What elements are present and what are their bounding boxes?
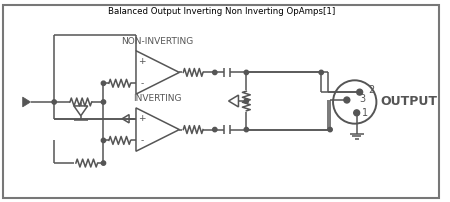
Circle shape bbox=[213, 127, 217, 132]
Text: 1: 1 bbox=[362, 108, 368, 118]
Circle shape bbox=[244, 99, 248, 103]
Circle shape bbox=[319, 70, 324, 75]
Text: OUTPUT: OUTPUT bbox=[380, 96, 437, 108]
Circle shape bbox=[101, 161, 106, 165]
Circle shape bbox=[354, 110, 360, 116]
Circle shape bbox=[52, 100, 56, 104]
Text: +: + bbox=[138, 114, 146, 123]
Circle shape bbox=[357, 89, 363, 95]
Circle shape bbox=[101, 138, 106, 143]
Text: 2: 2 bbox=[369, 85, 375, 95]
FancyBboxPatch shape bbox=[3, 5, 440, 198]
Circle shape bbox=[244, 70, 248, 75]
Circle shape bbox=[344, 97, 350, 103]
Circle shape bbox=[101, 81, 106, 85]
Text: 3: 3 bbox=[360, 94, 366, 104]
Text: -: - bbox=[140, 136, 144, 145]
Text: -: - bbox=[140, 79, 144, 88]
Circle shape bbox=[328, 127, 332, 132]
Polygon shape bbox=[22, 97, 31, 107]
Text: NON-INVERTING: NON-INVERTING bbox=[122, 37, 194, 46]
Circle shape bbox=[213, 70, 217, 75]
Circle shape bbox=[244, 127, 248, 132]
Text: +: + bbox=[138, 57, 146, 66]
Text: INVERTING: INVERTING bbox=[133, 94, 182, 103]
Text: Balanced Output Inverting Non Inverting OpAmps[1]: Balanced Output Inverting Non Inverting … bbox=[108, 7, 335, 16]
Circle shape bbox=[101, 100, 106, 104]
